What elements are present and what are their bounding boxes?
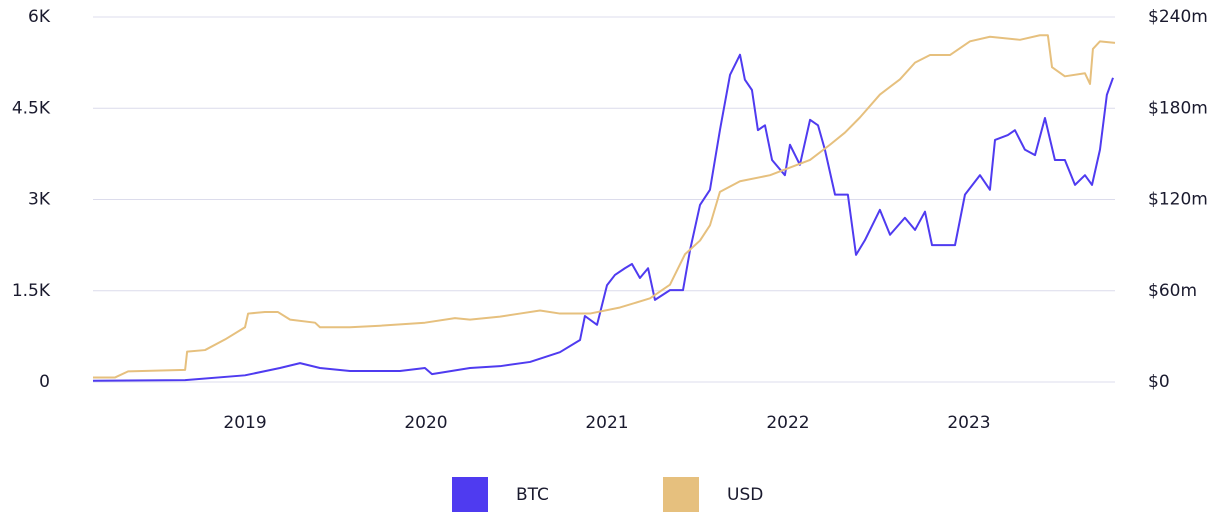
y-tick-label: 6K: [28, 7, 51, 27]
legend-swatch: [452, 477, 488, 512]
y-tick-label: 4.5K: [12, 98, 51, 118]
legend-label: BTC: [516, 485, 549, 505]
y2-tick-label: $60m: [1148, 281, 1197, 301]
y2-tick-label: $240m: [1148, 7, 1208, 27]
y-tick-label: 3K: [28, 190, 51, 210]
y2-tick-label: $120m: [1148, 190, 1208, 210]
legend-label: USD: [727, 485, 763, 505]
y-tick-label: 0: [39, 372, 50, 392]
series-line: [93, 34, 1116, 379]
y-tick-label: 1.5K: [12, 281, 51, 301]
y2-tick-label: $0: [1148, 372, 1170, 392]
x-tick-label: 2020: [404, 413, 447, 433]
y2-tick-label: $180m: [1148, 98, 1208, 118]
x-tick-label: 2022: [766, 413, 809, 433]
series-line: [92, 53, 1114, 382]
legend-swatch: [663, 477, 699, 512]
x-tick-label: 2021: [585, 413, 628, 433]
x-tick-label: 2019: [223, 413, 266, 433]
x-tick-label: 2023: [947, 413, 990, 433]
